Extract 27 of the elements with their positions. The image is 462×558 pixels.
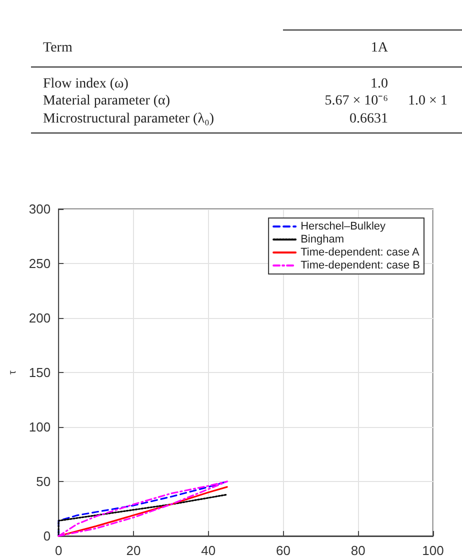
y-tick-label: 0 <box>43 528 51 544</box>
text: 1.0 × 1 <box>408 94 448 108</box>
y-tick-label: 150 <box>28 365 51 380</box>
x-tick-label: 40 <box>201 543 216 558</box>
x-tick-label: 60 <box>276 543 290 558</box>
text: 5.67 × 10⁻⁶ <box>324 94 388 108</box>
y-tick-label: 50 <box>36 474 51 489</box>
legend-label: Herschel–Bulkley <box>300 220 386 232</box>
text: 0.6631 <box>350 112 388 126</box>
text: Microstructural parameter (λ₀) <box>43 112 214 126</box>
y-axis-title: τ <box>8 370 18 374</box>
x-tick-label: 0 <box>54 543 62 558</box>
legend-label: Time-dependent: case B <box>300 260 420 272</box>
y-tick-label: 300 <box>28 202 51 216</box>
text: 1.0 <box>370 76 388 92</box>
text: Term <box>43 40 72 56</box>
text: Material parameter (α) <box>43 94 170 108</box>
x-tick-label: 20 <box>126 543 141 558</box>
y-tick-label: 250 <box>28 256 51 271</box>
text: 1A <box>370 40 389 56</box>
y-tick-label: 200 <box>28 310 51 326</box>
text: Flow index (ω) <box>43 76 129 92</box>
legend-label: Bingham <box>300 234 344 246</box>
x-tick-label: 80 <box>350 543 366 558</box>
legend-label: Time-dependent: case A <box>300 246 420 258</box>
y-tick-label: 100 <box>28 420 51 434</box>
x-tick-label: 100 <box>422 543 444 558</box>
